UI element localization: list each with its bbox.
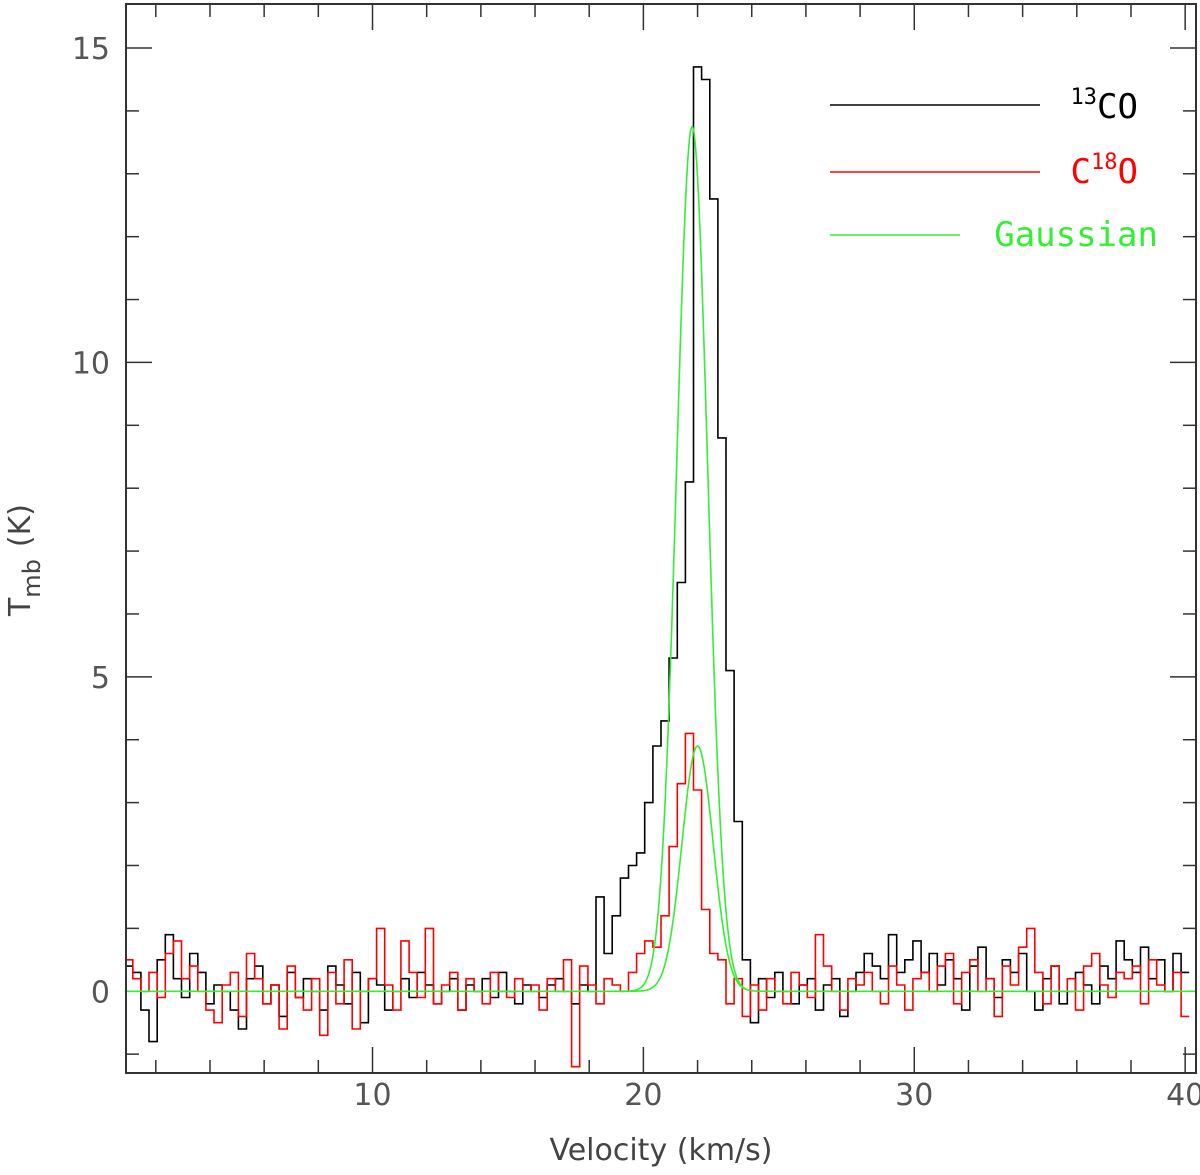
y-tick-label: 15	[72, 32, 110, 67]
legend: 13CO C18O Gaussian	[830, 85, 1158, 255]
axis-ticks	[126, 4, 1196, 1073]
legend-label-gaussian: Gaussian	[994, 215, 1158, 255]
y-axis-title-unit: (K)	[3, 504, 38, 547]
series-lines	[126, 66, 1196, 1068]
series-line-13co	[126, 66, 1190, 1043]
series-line-c18o	[126, 732, 1190, 1068]
y-tick-labels: 0 5 10 15	[72, 32, 110, 1010]
x-tick-label: 40	[1166, 1078, 1200, 1113]
y-axis-title: Tmb (K)	[3, 504, 46, 617]
y-axis-title-main: T	[3, 597, 38, 617]
y-tick-label: 5	[91, 661, 110, 696]
plot-frame	[125, 3, 1197, 1074]
y-tick-label: 0	[91, 975, 110, 1010]
y-tick-label: 10	[72, 346, 110, 381]
x-axis-title: Velocity (km/s)	[550, 1133, 773, 1168]
legend-label-c18o: C18O	[1071, 150, 1138, 192]
series-line-gaussian	[126, 125, 1196, 993]
svg-text:Tmb(K): Tmb (K)	[3, 504, 46, 617]
x-tick-labels: 10 20 30 40	[353, 1078, 1200, 1113]
y-axis-title-sub: mb	[18, 559, 46, 598]
x-tick-label: 30	[895, 1078, 933, 1113]
legend-label-13co: 13CO	[1071, 85, 1138, 127]
x-tick-label: 10	[353, 1078, 391, 1113]
x-tick-label: 20	[624, 1078, 662, 1113]
plot-area	[126, 66, 1196, 1068]
